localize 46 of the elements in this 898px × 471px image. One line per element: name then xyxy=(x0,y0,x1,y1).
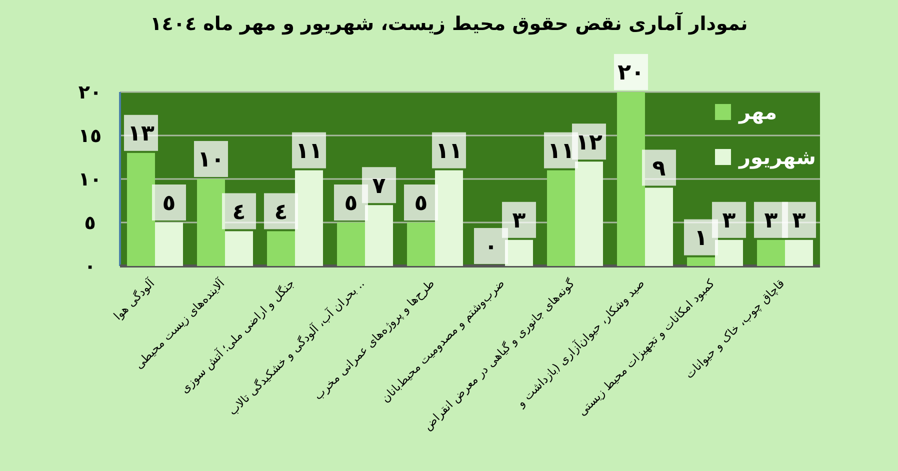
data-label: ١١ xyxy=(548,139,574,164)
data-label: ٥ xyxy=(344,191,358,216)
data-label: ٥ xyxy=(162,191,176,216)
bar xyxy=(575,162,603,266)
bar xyxy=(365,205,393,266)
chart-title: نمودار آماری نقض حقوق محیط زیست، شهریور و مهر ماه ١٤٠٤ xyxy=(150,11,748,35)
data-label: ١١ xyxy=(436,139,462,164)
legend-label: مهر xyxy=(738,100,778,124)
data-label: ١٠ xyxy=(198,148,224,173)
bar xyxy=(617,92,645,266)
data-label: ٣ xyxy=(792,208,806,234)
data-label: ١٣ xyxy=(128,122,155,147)
data-label: ٧ xyxy=(372,174,386,199)
data-label: ١٢ xyxy=(576,130,603,156)
bar xyxy=(687,257,715,266)
data-label: ٩ xyxy=(652,156,666,182)
bar xyxy=(127,152,155,266)
y-tick-label: ٢٠ xyxy=(78,82,102,104)
bar xyxy=(407,222,435,266)
data-label: ٤ xyxy=(274,200,288,225)
bar xyxy=(295,170,323,266)
x-tick-label: آلودگی هوا xyxy=(110,276,158,323)
bar xyxy=(435,170,463,266)
bar xyxy=(757,240,785,266)
bar xyxy=(155,222,183,266)
bar xyxy=(645,188,673,266)
data-label: ٣ xyxy=(512,208,526,234)
legend-label: شهریور xyxy=(738,145,816,169)
bar xyxy=(267,231,295,266)
data-label: ١ xyxy=(694,226,708,251)
data-label: ٢٠ xyxy=(618,60,644,86)
y-tick-label: ٠ xyxy=(84,256,96,278)
y-tick-label: ٥ xyxy=(84,212,96,234)
bar xyxy=(197,179,225,266)
bar xyxy=(337,222,365,266)
y-tick-label: ١٠ xyxy=(78,168,102,191)
bar xyxy=(547,170,575,266)
data-label: ١١ xyxy=(296,139,322,164)
data-label: ٣ xyxy=(722,208,736,234)
data-label: ٤ xyxy=(232,200,246,225)
data-label: ٣ xyxy=(764,208,778,234)
y-tick-label: ١٥ xyxy=(78,125,102,148)
bar xyxy=(785,240,813,266)
data-label: ٥ xyxy=(414,191,428,216)
bar xyxy=(225,231,253,266)
data-label: ٠ xyxy=(484,234,498,260)
